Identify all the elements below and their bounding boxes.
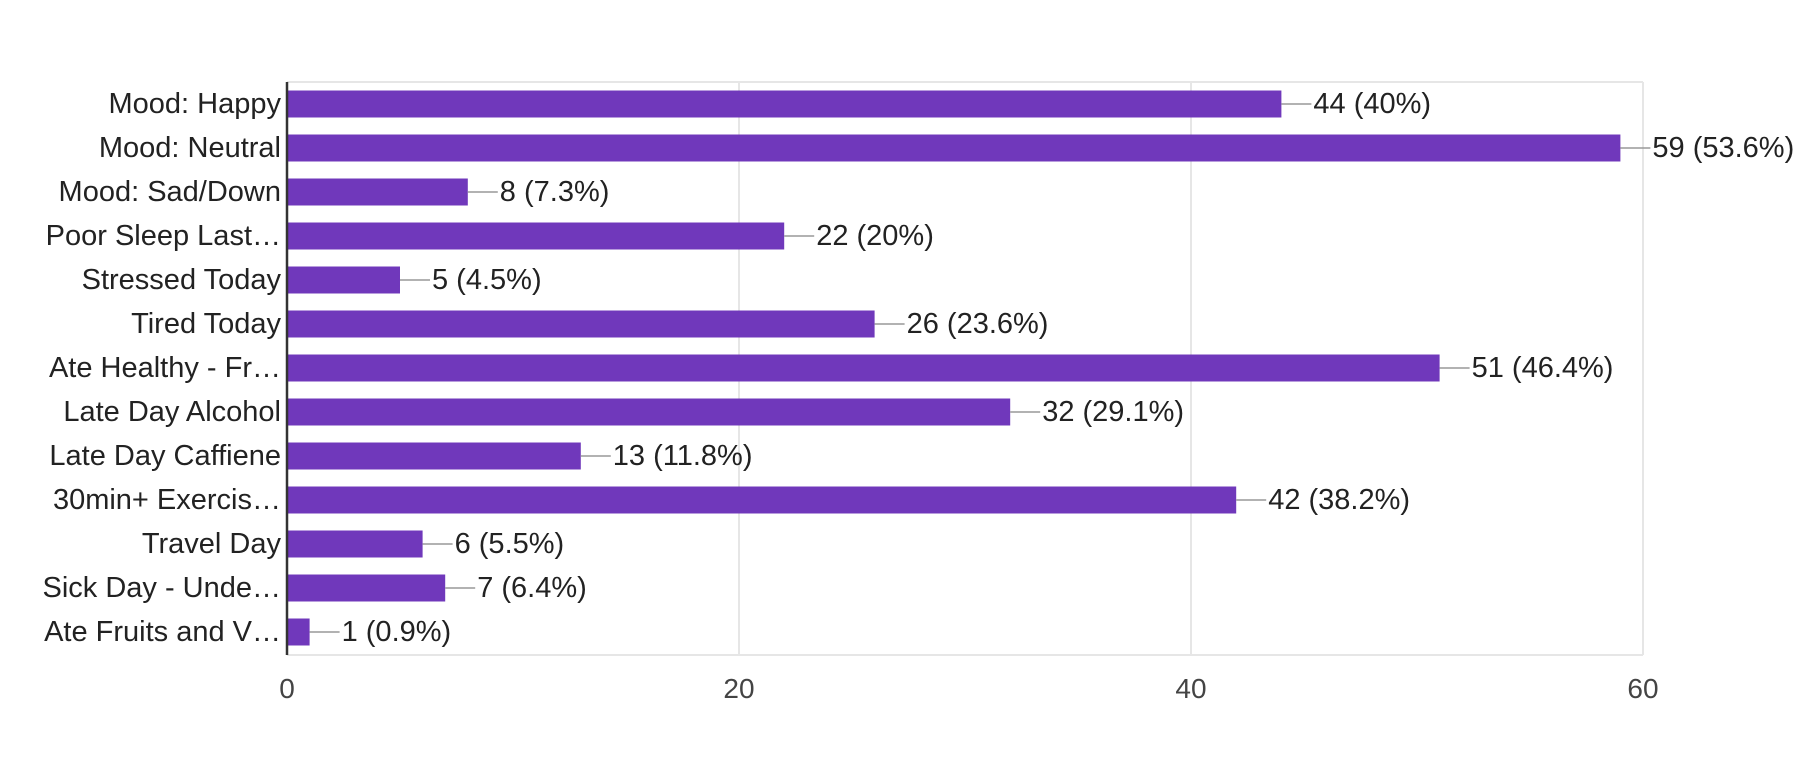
category-label: Late Day Alcohol xyxy=(63,396,281,428)
grid-lines xyxy=(287,81,1644,656)
x-tick-labels: 0 20 40 60 xyxy=(279,673,1658,704)
data-label: 32 (29.1%) xyxy=(1042,396,1184,428)
category-label: Sick Day - Unde… xyxy=(42,572,281,604)
data-label: 42 (38.2%) xyxy=(1268,484,1410,516)
data-label: 26 (23.6%) xyxy=(907,308,1049,340)
leader-lines xyxy=(309,103,1651,633)
category-label: Stressed Today xyxy=(82,264,282,296)
data-label: 13 (11.8%) xyxy=(613,440,753,472)
bar xyxy=(287,574,446,602)
data-label: 44 (40%) xyxy=(1313,88,1431,120)
bars xyxy=(287,90,1621,646)
data-label: 51 (46.4%) xyxy=(1472,352,1614,384)
bar xyxy=(287,398,1011,426)
bar xyxy=(287,90,1282,118)
data-label: 1 (0.9%) xyxy=(342,616,452,648)
data-labels: 44 (40%) 59 (53.6%) 8 (7.3%) 22 (20%) 5 (4.5… xyxy=(342,88,1795,648)
bar xyxy=(287,178,468,206)
data-label: 5 (4.5%) xyxy=(432,264,542,296)
category-labels: Mood: Happy Mood: Neutral Mood: Sad/Down Po… xyxy=(42,88,281,648)
category-label: Poor Sleep Last… xyxy=(46,220,281,252)
x-tick-label: 40 xyxy=(1175,673,1206,704)
category-label: Mood: Neutral xyxy=(99,132,281,164)
bar xyxy=(287,134,1621,162)
x-tick-label: 0 xyxy=(279,673,295,704)
category-label: Late Day Caffiene xyxy=(49,440,281,472)
category-label: Mood: Happy xyxy=(109,88,282,120)
bar xyxy=(287,442,581,470)
category-label: Ate Healthy - Fr… xyxy=(49,352,281,384)
bar xyxy=(287,266,400,294)
data-label: 22 (20%) xyxy=(816,220,934,252)
bar xyxy=(287,354,1440,382)
bar xyxy=(287,486,1237,514)
x-tick-label: 60 xyxy=(1627,673,1658,704)
bar xyxy=(287,618,310,646)
category-label: Tired Today xyxy=(131,308,281,340)
bar xyxy=(287,310,875,338)
data-label: 59 (53.6%) xyxy=(1652,132,1794,164)
category-label: Travel Day xyxy=(142,528,282,560)
data-label: 8 (7.3%) xyxy=(500,176,610,208)
category-label: Ate Fruits and V… xyxy=(44,616,281,648)
category-label: Mood: Sad/Down xyxy=(59,176,281,208)
data-label: 7 (6.4%) xyxy=(477,572,587,604)
data-label: 6 (5.5%) xyxy=(455,528,565,560)
bar xyxy=(287,222,785,250)
bar xyxy=(287,530,423,558)
x-tick-label: 20 xyxy=(723,673,754,704)
category-label: 30min+ Exercis… xyxy=(53,484,281,516)
